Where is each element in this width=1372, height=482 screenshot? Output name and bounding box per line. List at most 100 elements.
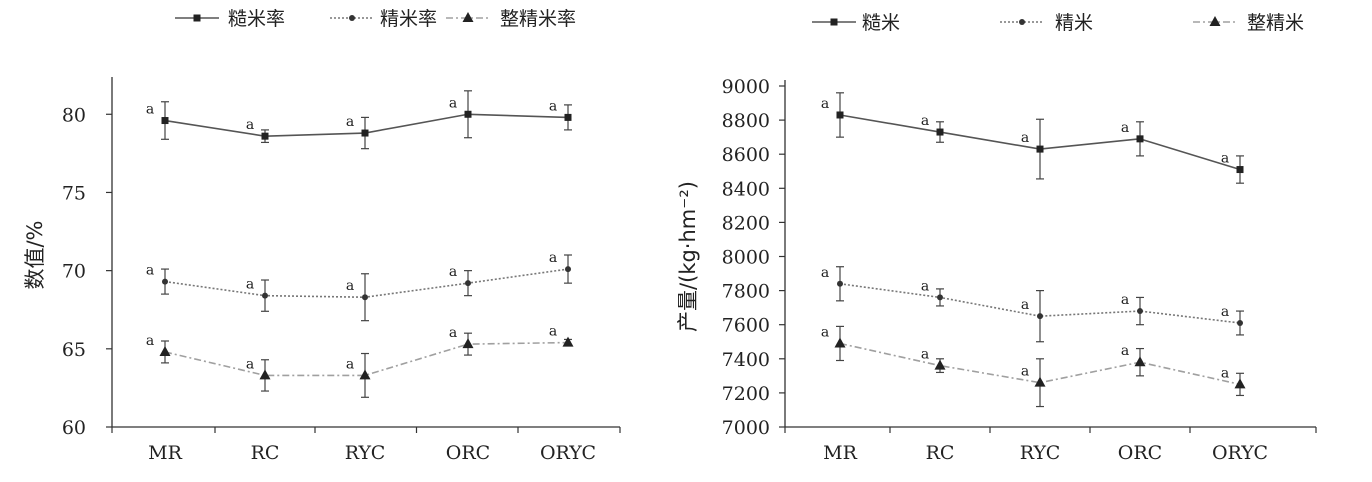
- data-point: [565, 266, 571, 273]
- significance-label: a: [1221, 304, 1229, 320]
- significance-label: a: [449, 325, 457, 341]
- legend-label: 糙米率: [228, 8, 285, 30]
- data-point: [161, 117, 169, 125]
- y-tick-label: 8000: [722, 247, 770, 269]
- y-tick-label: 75: [62, 182, 86, 204]
- data-point: [1134, 356, 1146, 367]
- series-2: a a a a a: [821, 265, 1244, 343]
- data-point: [362, 294, 368, 301]
- significance-label: a: [346, 114, 354, 130]
- legend-marker: [193, 14, 201, 22]
- legend-item: 精米率: [330, 8, 437, 30]
- legend-label: 整精米: [1247, 12, 1304, 34]
- data-point: [837, 280, 843, 287]
- data-point: [1036, 145, 1044, 153]
- legend-label: 精米: [1055, 12, 1093, 34]
- series-line: [839, 282, 1241, 324]
- series-1: a a a a a: [146, 90, 572, 150]
- legend-marker: [462, 12, 474, 22]
- y-tick-label: 7800: [722, 281, 770, 303]
- legend-label: 整精米率: [500, 8, 576, 30]
- series-2: a a a a a: [146, 250, 572, 322]
- x-tick-label: RC: [251, 442, 280, 464]
- legend-label: 糙米: [862, 12, 900, 34]
- legend-item: 糙米率: [175, 8, 285, 30]
- data-point: [834, 337, 846, 348]
- data-point: [937, 294, 943, 301]
- y-tick-label: 60: [62, 417, 86, 439]
- y-axis-label: 数值/%: [23, 220, 47, 289]
- legend-item: 整精米率: [446, 8, 576, 30]
- y-axis-label: 产量/(kg·hm⁻²): [676, 181, 700, 332]
- significance-label: a: [449, 264, 457, 280]
- data-point: [462, 338, 474, 349]
- y-tick-label: 8200: [722, 212, 770, 234]
- legend-marker: [349, 15, 355, 21]
- data-point: [836, 111, 844, 119]
- series-line: [839, 342, 1241, 386]
- significance-label: a: [1021, 364, 1029, 380]
- data-point: [464, 110, 472, 118]
- significance-label: a: [346, 356, 354, 372]
- y-tick-label: 7200: [722, 383, 770, 405]
- significance-label: a: [921, 347, 929, 363]
- x-tick-label: ORC: [1118, 442, 1162, 464]
- x-tick-label: MR: [823, 442, 857, 464]
- x-tick-label: RC: [926, 442, 955, 464]
- data-point: [359, 369, 371, 380]
- series-line: [164, 341, 569, 377]
- significance-label: a: [146, 102, 154, 118]
- legend-item: 整精米: [1193, 12, 1304, 34]
- x-tick-label: RYC: [1020, 442, 1060, 464]
- significance-label: a: [146, 333, 154, 349]
- y-tick-label: 65: [62, 339, 86, 361]
- data-point: [361, 129, 369, 137]
- significance-label: a: [549, 98, 557, 114]
- significance-label: a: [921, 278, 929, 294]
- significance-label: a: [146, 263, 154, 279]
- data-point: [162, 278, 168, 285]
- data-point: [259, 369, 271, 380]
- legend-marker: [1209, 16, 1221, 26]
- significance-label: a: [1121, 343, 1129, 359]
- legend-marker: [1019, 19, 1025, 25]
- y-tick-label: 8800: [722, 110, 770, 132]
- significance-label: a: [1021, 130, 1029, 146]
- significance-label: a: [549, 324, 557, 340]
- significance-label: a: [1121, 292, 1129, 308]
- significance-label: a: [821, 96, 829, 112]
- x-tick-label: RYC: [345, 442, 385, 464]
- data-point: [936, 128, 944, 136]
- series-3: a a a a a: [821, 324, 1246, 408]
- y-tick-label: 9000: [722, 76, 770, 98]
- data-point: [159, 345, 171, 356]
- data-point: [1236, 166, 1244, 174]
- x-tick-label: ORYC: [540, 442, 596, 464]
- significance-label: a: [921, 113, 929, 129]
- significance-label: a: [346, 278, 354, 294]
- data-point: [262, 292, 268, 299]
- data-point: [564, 113, 572, 121]
- significance-label: a: [246, 277, 254, 293]
- data-point: [1234, 378, 1246, 389]
- legend-marker: [830, 18, 838, 26]
- x-tick-label: MR: [148, 442, 182, 464]
- significance-label: a: [246, 117, 254, 133]
- y-tick-label: 80: [62, 104, 86, 126]
- y-tick-label: 8400: [722, 178, 770, 200]
- legend-item: 糙米: [812, 12, 900, 34]
- series-1: a a a a a: [821, 92, 1244, 184]
- data-point: [1037, 313, 1043, 320]
- x-tick-label: ORC: [446, 442, 490, 464]
- data-point: [562, 336, 574, 347]
- significance-label: a: [549, 250, 557, 266]
- data-point: [934, 359, 946, 370]
- data-point: [1237, 319, 1243, 326]
- series-3: a a a a a: [146, 324, 574, 398]
- data-point: [261, 132, 269, 140]
- significance-label: a: [246, 356, 254, 372]
- y-tick-label: 7400: [722, 349, 770, 371]
- chart-2: 7000 7200 7400 7600 7800 8000 8200 8400 8600 8800…: [676, 12, 1317, 464]
